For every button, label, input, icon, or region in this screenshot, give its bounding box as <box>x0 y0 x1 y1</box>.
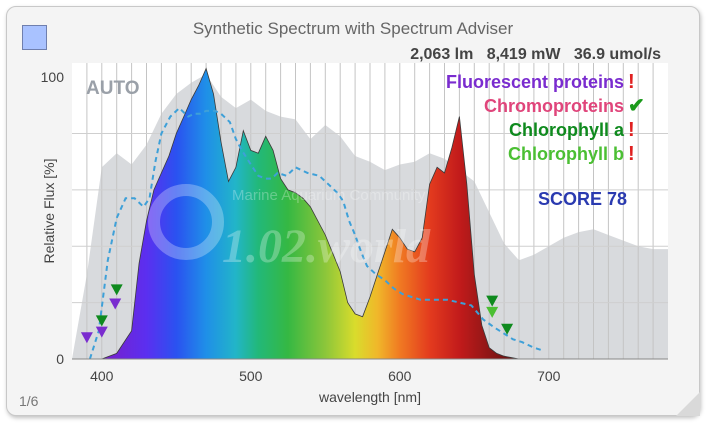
axes: 400 500 600 700 0 100 <box>41 69 668 384</box>
watermark: Marine Aquarium Community 1.02.world <box>148 184 431 273</box>
ppf-value: 36.9 umol/s <box>573 46 661 63</box>
page-indicator[interactable]: 1/6 <box>19 393 39 409</box>
y-tick-label: 0 <box>56 351 64 367</box>
marker-chlorophyll-a <box>95 315 108 327</box>
adviser-label-chlorophyll-a: Chlorophyll a <box>509 120 625 140</box>
adviser-markers <box>80 284 514 344</box>
y-axis-label: Relative Flux [%] <box>41 158 57 263</box>
watermark-text: Marine Aquarium Community <box>232 187 426 204</box>
power-value: 8,419 mW <box>486 46 561 63</box>
marker-chlorophyll-a <box>501 323 514 335</box>
alert-icon: ! <box>628 143 635 165</box>
check-icon: ✔ <box>628 95 645 117</box>
x-tick-label: 600 <box>388 368 412 384</box>
watermark-logo-text: 1.02.world <box>222 220 431 273</box>
watermark-logo-icon <box>148 184 224 260</box>
score-label: SCORE 78 <box>538 189 627 209</box>
marker-chlorophyll-a <box>110 284 123 296</box>
color-swatch[interactable] <box>22 25 47 50</box>
chart-title: Synthetic Spectrum with Spectrum Adviser <box>192 19 514 38</box>
adviser-legend: Fluorescent proteins !Chromoproteins ✔Chlo… <box>446 71 645 165</box>
page-curl-icon[interactable] <box>676 392 700 416</box>
lumens-value: 2,063 lm <box>410 46 474 63</box>
marker-fluorescent <box>109 298 122 310</box>
y-tick-label: 100 <box>41 69 65 85</box>
marker-chlorophyll-a <box>486 295 499 307</box>
stats-readout: 2,063 lm 8,419 mW 36.9 umol/s <box>410 46 661 64</box>
adviser-label-chlorophyll-b: Chlorophyll b <box>508 144 624 164</box>
marker-fluorescent <box>80 332 93 344</box>
spectrum-area <box>101 67 520 359</box>
marker-fluorescent <box>95 326 108 338</box>
x-tick-label: 700 <box>537 368 561 384</box>
target-curve <box>88 106 544 360</box>
alert-icon: ! <box>628 71 635 93</box>
auto-label[interactable]: AUTO <box>86 78 139 99</box>
marker-chlorophyll-b <box>486 306 499 318</box>
x-tick-label: 500 <box>239 368 263 384</box>
adviser-label-fluorescent: Fluorescent proteins <box>446 72 624 92</box>
adviser-label-chromo: Chromoproteins <box>484 96 624 116</box>
x-axis-label: wavelength [nm] <box>318 389 421 405</box>
x-tick-label: 400 <box>90 368 114 384</box>
alert-icon: ! <box>628 119 635 141</box>
